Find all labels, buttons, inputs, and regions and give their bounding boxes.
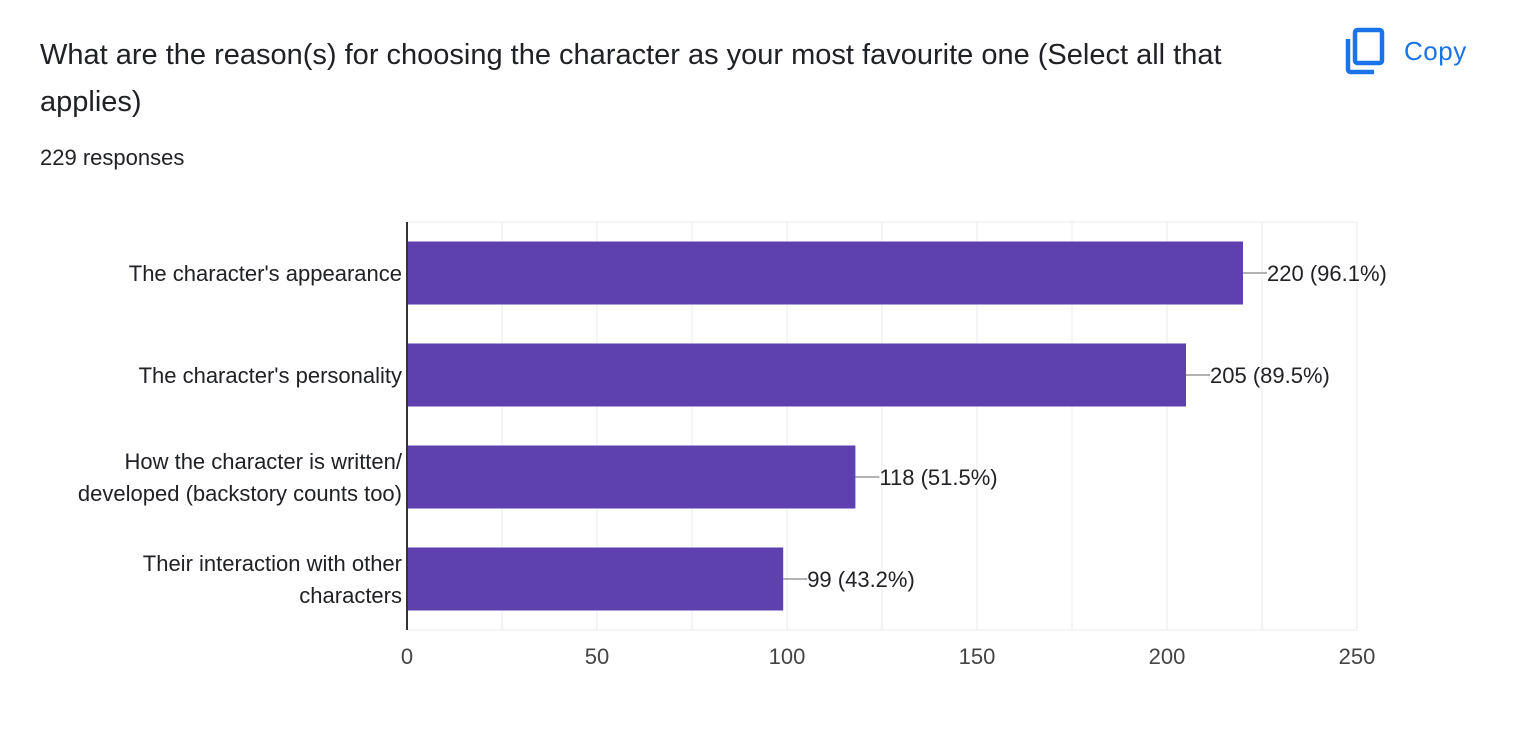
copy-label: Copy bbox=[1404, 36, 1467, 66]
bar bbox=[407, 343, 1186, 407]
x-tick-label: 150 bbox=[959, 644, 996, 669]
data-label: 99 (43.2%) bbox=[807, 567, 915, 592]
x-tick-label: 50 bbox=[585, 644, 609, 669]
x-tick-label: 250 bbox=[1339, 644, 1376, 669]
x-tick-label: 200 bbox=[1149, 644, 1186, 669]
response-count: 229 responses bbox=[40, 145, 185, 170]
x-tick-label: 100 bbox=[769, 644, 806, 669]
question-title: What are the reason(s) for choosing the … bbox=[40, 39, 1222, 118]
bar bbox=[407, 241, 1243, 305]
data-label: 205 (89.5%) bbox=[1210, 363, 1330, 388]
copy-button[interactable]: Copy bbox=[1336, 26, 1473, 76]
bar bbox=[407, 547, 784, 611]
category-label: The character's appearance bbox=[129, 261, 402, 286]
data-label: 220 (96.1%) bbox=[1267, 261, 1387, 286]
x-tick-label: 0 bbox=[401, 644, 413, 669]
category-label: How the character is written/developed (… bbox=[78, 449, 403, 506]
bar bbox=[407, 445, 856, 509]
chart-container: 220 (96.1%) The character's appearance 205… bbox=[0, 200, 1528, 700]
category-label: Their interaction with other characters bbox=[143, 551, 402, 608]
category-label: The character's personality bbox=[139, 363, 402, 388]
bar-chart: 220 (96.1%) The character's appearance 205… bbox=[78, 221, 1387, 669]
copy-icon bbox=[1345, 27, 1385, 75]
data-label: 118 (51.5%) bbox=[879, 465, 997, 490]
